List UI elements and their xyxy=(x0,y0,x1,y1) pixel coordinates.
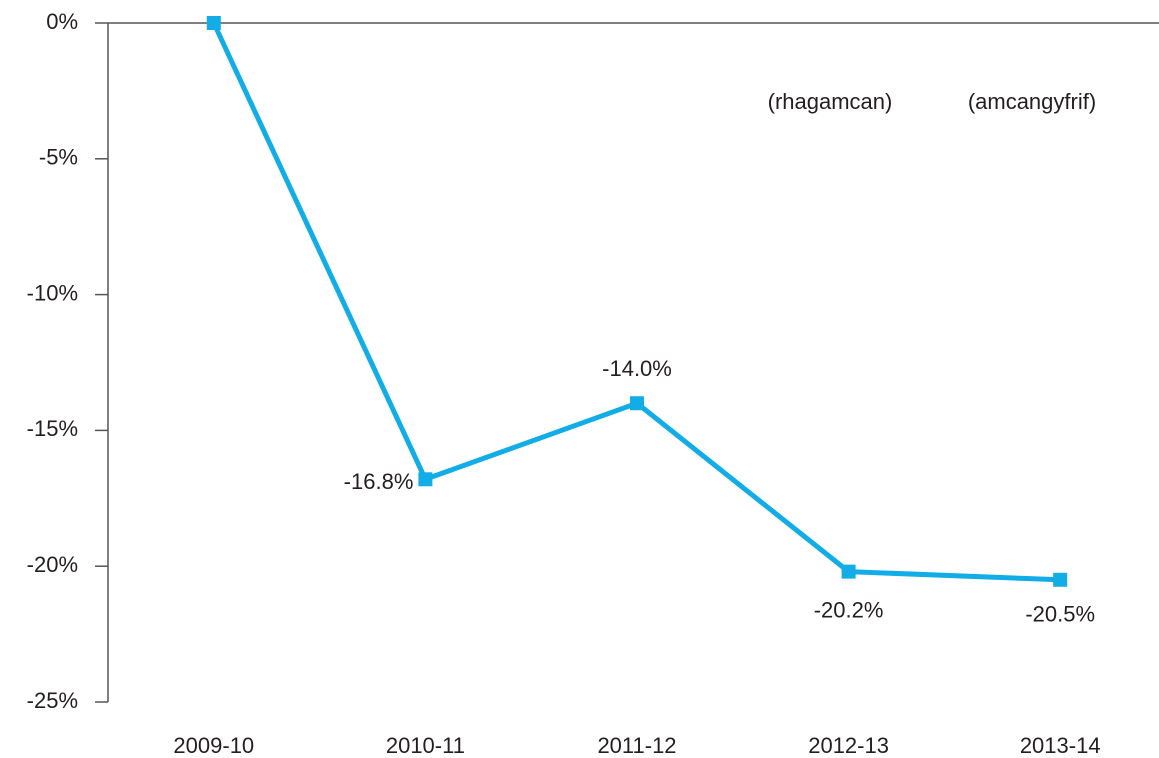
marker xyxy=(841,564,856,579)
marker xyxy=(418,472,433,487)
marker xyxy=(1053,572,1068,587)
y-tick-label: -5% xyxy=(39,145,78,170)
y-tick-label: -20% xyxy=(27,552,78,577)
annotation: (rhagamcan) xyxy=(768,89,893,114)
y-tick-label: -15% xyxy=(27,416,78,441)
y-tick-label: -25% xyxy=(27,688,78,713)
x-tick-label: 2010-11 xyxy=(386,733,465,758)
annotation: (amcangyfrif) xyxy=(968,89,1096,114)
data-label: -20.5% xyxy=(1025,602,1095,627)
y-tick-label: -10% xyxy=(27,280,78,305)
x-tick-label: 2013-14 xyxy=(1020,733,1101,758)
data-label: -20.2% xyxy=(814,597,884,622)
marker xyxy=(206,16,221,30)
line xyxy=(211,21,1061,583)
y-tick-label: 0% xyxy=(46,9,78,34)
x-tick-label: 2011-12 xyxy=(597,733,676,758)
marker xyxy=(630,396,644,411)
data-label: -14.0% xyxy=(602,356,672,381)
x-tick-label: 2009-10 xyxy=(173,733,254,758)
data-label: -16.8% xyxy=(344,469,414,494)
x-tick-label: 2012-13 xyxy=(808,733,889,758)
